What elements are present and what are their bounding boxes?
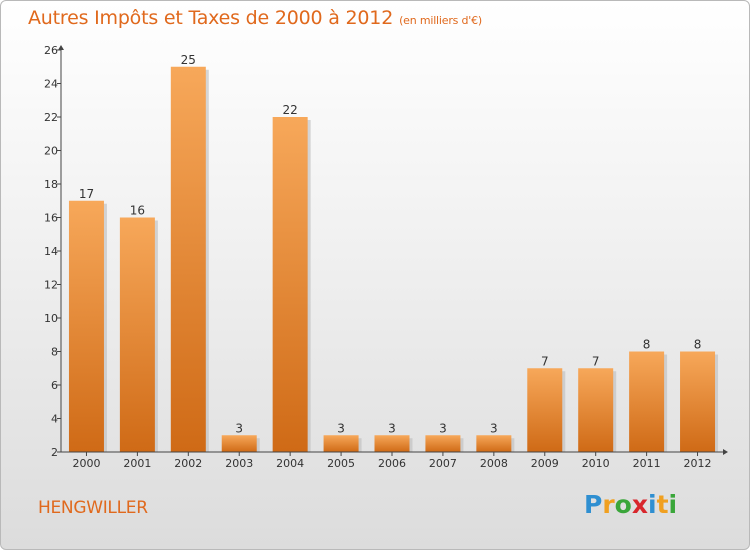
y-tick-label-12: 12 xyxy=(44,279,58,292)
x-tick-label-2008: 2008 xyxy=(480,457,508,470)
y-tick-label-24: 24 xyxy=(44,78,58,91)
logo-letter: o xyxy=(614,490,632,519)
bar-2010 xyxy=(578,368,614,452)
chart-title: Autres Impôts et Taxes de 2000 à 2012 (en… xyxy=(28,7,482,29)
data-label-2006: 3 xyxy=(388,421,396,435)
x-tick-label-2002: 2002 xyxy=(174,457,202,470)
y-tick-label-6: 6 xyxy=(51,379,58,392)
bar-2011 xyxy=(629,351,665,452)
bar-2001 xyxy=(119,217,155,452)
logo-letter: P xyxy=(584,490,603,519)
x-tick-label-2010: 2010 xyxy=(582,457,610,470)
town-name: HENGWILLER xyxy=(38,498,148,518)
x-tick-label-2007: 2007 xyxy=(429,457,457,470)
bar-2002 xyxy=(170,66,206,452)
x-tick-label-2000: 2000 xyxy=(72,457,100,470)
bar-2004 xyxy=(272,117,308,452)
logo-letter: x xyxy=(631,490,648,519)
bar-2007 xyxy=(425,435,461,452)
data-label-2003: 3 xyxy=(235,421,243,435)
y-tick-label-18: 18 xyxy=(44,178,58,191)
x-tick-label-2012: 2012 xyxy=(684,457,712,470)
data-label-2012: 8 xyxy=(694,338,702,352)
bar-2012 xyxy=(680,351,716,452)
x-tick-label-2005: 2005 xyxy=(327,457,355,470)
data-label-2007: 3 xyxy=(439,421,447,435)
y-tick-label-4: 4 xyxy=(51,413,58,426)
data-label-2009: 7 xyxy=(541,354,549,368)
bars-group: 17 16 25 3 22 3 3 3 3 7 7 8 8 xyxy=(68,53,719,452)
y-tick-label-22: 22 xyxy=(44,111,58,124)
bar-2006 xyxy=(374,435,410,452)
data-label-2000: 17 xyxy=(79,187,94,201)
y-tick-label-16: 16 xyxy=(44,212,58,225)
bar-2008 xyxy=(476,435,512,452)
proxiti-logo: Proxiti xyxy=(584,490,677,519)
data-label-2001: 16 xyxy=(130,204,145,218)
x-tick-label-2003: 2003 xyxy=(225,457,253,470)
logo-letter: i xyxy=(668,490,678,519)
logo-letter: r xyxy=(602,490,615,519)
bar-2009 xyxy=(527,368,563,452)
chart-subtitle: (en milliers d'€) xyxy=(399,14,482,27)
data-label-2004: 22 xyxy=(283,103,298,117)
y-tick-label-14: 14 xyxy=(44,245,58,258)
bar-2005 xyxy=(323,435,359,452)
logo-letter: i xyxy=(648,490,657,519)
x-axis-arrow xyxy=(723,449,728,455)
y-tick-label-2: 2 xyxy=(51,446,58,459)
x-tick-label-2011: 2011 xyxy=(633,457,661,470)
y-tick-label-20: 20 xyxy=(44,145,58,158)
data-label-2008: 3 xyxy=(490,421,498,435)
x-tick-label-2009: 2009 xyxy=(531,457,559,470)
logo-letter: t xyxy=(656,490,669,519)
bar-2003 xyxy=(221,435,257,452)
data-label-2010: 7 xyxy=(592,354,600,368)
x-tick-label-2004: 2004 xyxy=(276,457,304,470)
x-tick-label-2006: 2006 xyxy=(378,457,406,470)
data-label-2002: 25 xyxy=(181,53,196,67)
data-label-2005: 3 xyxy=(337,421,345,435)
axes-group: 2000 2001 2002 2003 2004 2005 2006 2007 2008 2009… xyxy=(44,44,728,470)
y-axis-arrow xyxy=(58,45,64,50)
x-tick-label-2001: 2001 xyxy=(123,457,151,470)
bar-2000 xyxy=(68,200,104,452)
y-tick-label-8: 8 xyxy=(51,346,58,359)
y-tick-label-10: 10 xyxy=(44,312,58,325)
title-text: Autres Impôts et Taxes de 2000 à 2012 xyxy=(28,7,394,29)
y-tick-label-26: 26 xyxy=(44,44,58,57)
data-label-2011: 8 xyxy=(643,338,651,352)
